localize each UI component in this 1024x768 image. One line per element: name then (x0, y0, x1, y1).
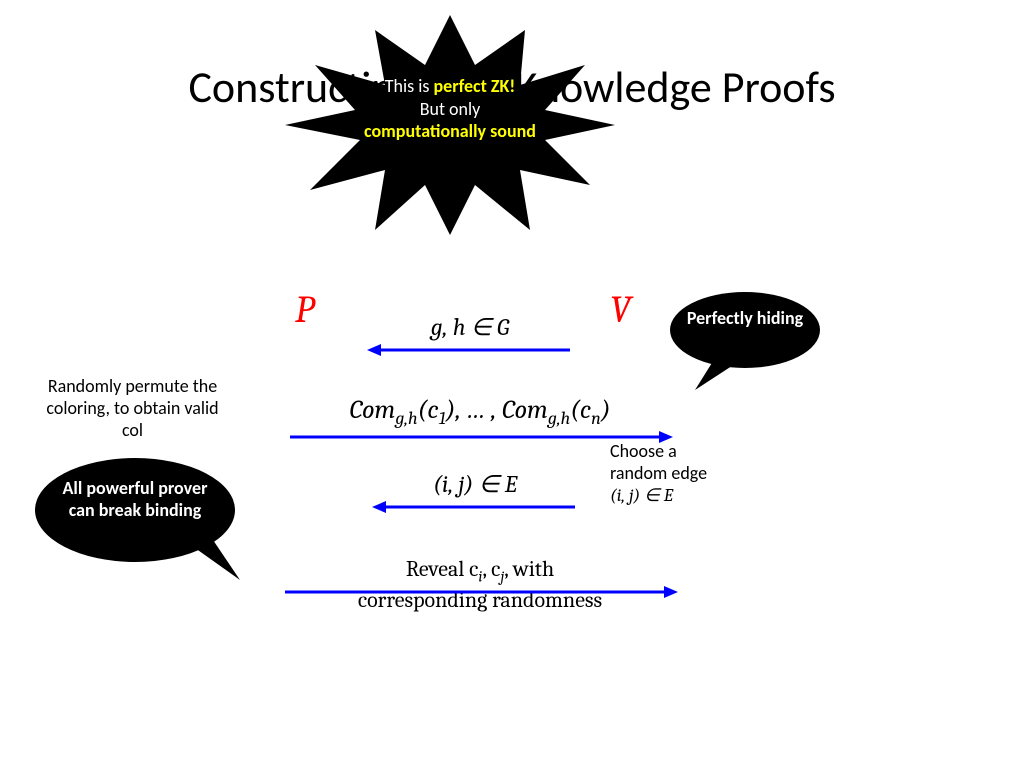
left-annotation: Randomly permute the coloring, to obtain… (35, 375, 230, 441)
verifier-label: V (610, 288, 631, 332)
sb-line2: But only (420, 98, 481, 120)
arrow1 (365, 343, 575, 357)
sb-line3: computationally sound (364, 120, 536, 142)
arrow3 (370, 500, 580, 514)
arrow4 (280, 585, 680, 599)
prover-label: P (295, 288, 314, 332)
arrow2-label: Comg,h(c1), … , Comg,h(cn) (290, 395, 670, 429)
sb-line1-pre: This is (385, 75, 434, 97)
bubble-binding-text: All powerful prover can break binding (55, 478, 215, 521)
arrow3-label: (i, j) ∈ E (375, 470, 575, 498)
right-annotation: Choose a random edge (i, j) ∈ E (610, 440, 760, 506)
bubble-hiding-text: Perfectly hiding (685, 308, 805, 330)
starburst-text: This is perfect ZK! But only computation… (310, 75, 590, 143)
sb-line1-em: perfect ZK! (434, 75, 516, 97)
arrow1-label: g, h ∈ G (370, 313, 570, 341)
